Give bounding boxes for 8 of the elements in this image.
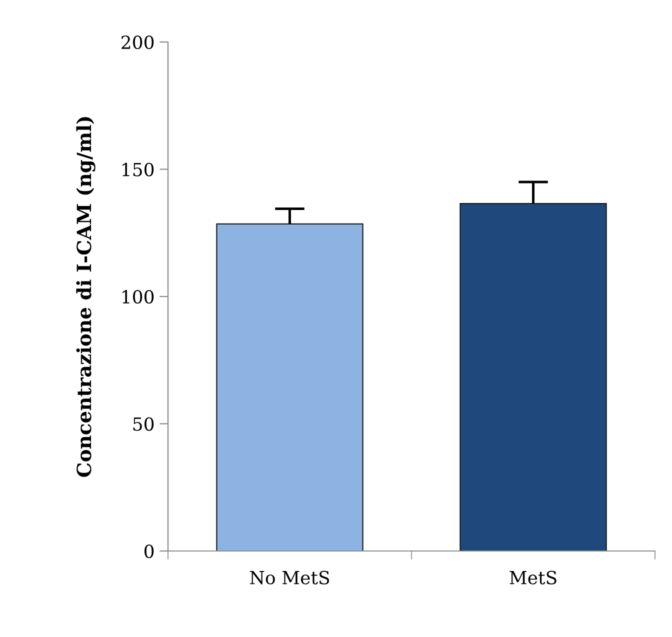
y-tick-label: 200 [122,35,154,50]
x-tick-label: No MetS [250,570,330,584]
x-tick-label: MetS [510,570,556,584]
y-tick-label: 100 [122,290,154,304]
y-tick-label: 150 [122,162,154,176]
y-tick-label: 0 [144,544,154,558]
y-tick-label: 50 [133,417,154,431]
y-axis-title: Concentrazione di I-CAM (ng/ml) [76,117,96,477]
